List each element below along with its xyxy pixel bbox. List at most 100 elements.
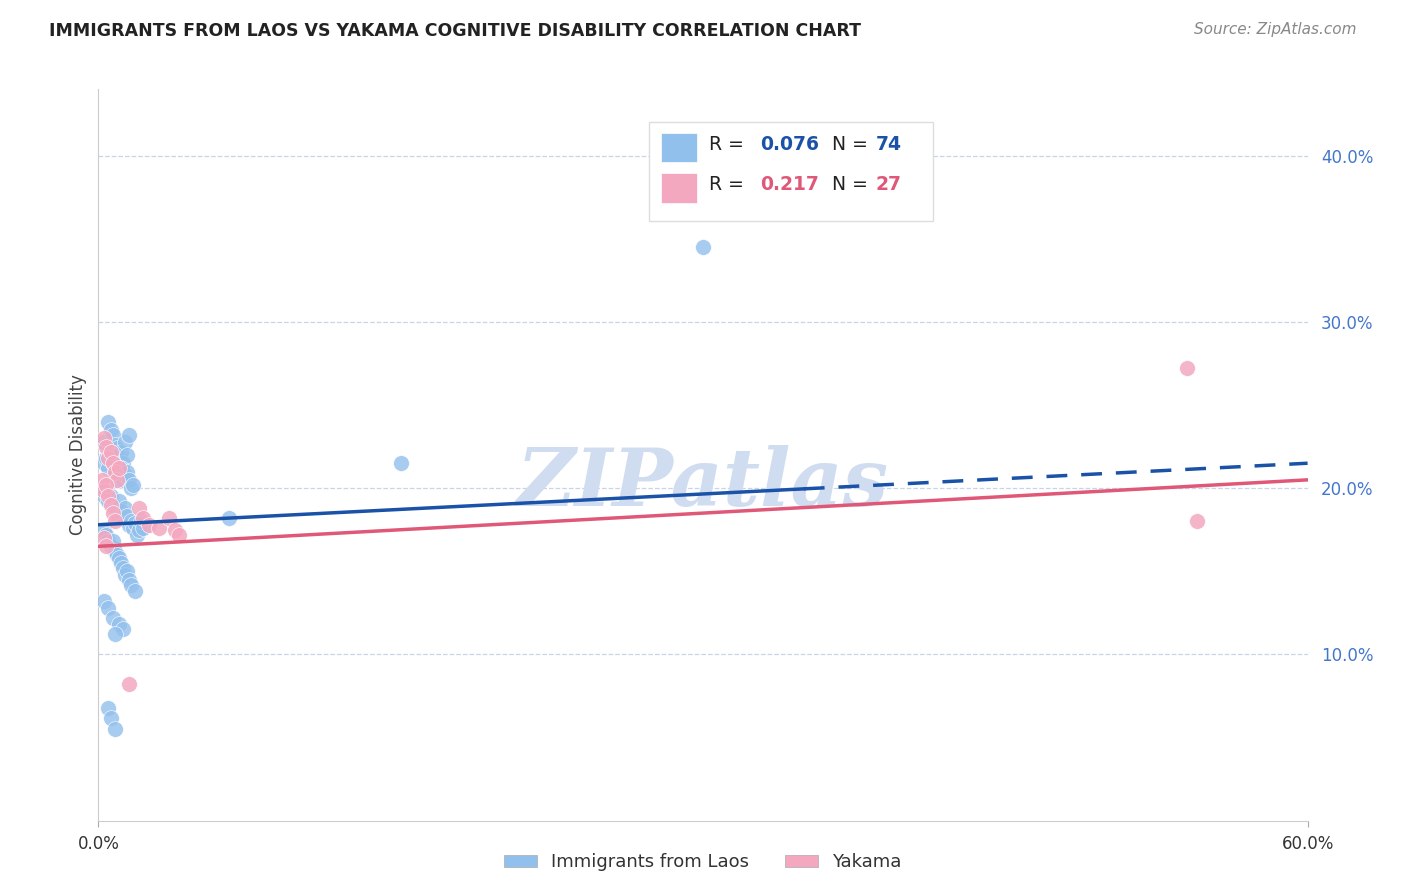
- Point: [389, 456, 412, 470]
- Point: [105, 473, 128, 487]
- Point: [101, 456, 124, 470]
- Point: [120, 481, 142, 495]
- Point: [115, 564, 138, 578]
- Point: [97, 490, 120, 504]
- Text: 0.217: 0.217: [759, 175, 818, 194]
- Text: ZIPatlas: ZIPatlas: [517, 445, 889, 523]
- Point: [103, 465, 125, 479]
- Point: [111, 623, 134, 637]
- Point: [120, 577, 142, 591]
- Point: [110, 444, 132, 458]
- Point: [128, 501, 150, 516]
- Point: [96, 527, 118, 541]
- Point: [132, 521, 155, 535]
- Point: [107, 461, 129, 475]
- Point: [105, 548, 128, 562]
- Point: [118, 677, 141, 691]
- Point: [101, 611, 124, 625]
- Point: [100, 490, 122, 504]
- Point: [93, 431, 115, 445]
- Legend: Immigrants from Laos, Yakama: Immigrants from Laos, Yakama: [498, 847, 908, 879]
- Text: 27: 27: [876, 175, 901, 194]
- Point: [93, 484, 115, 499]
- Point: [103, 627, 125, 641]
- Point: [93, 434, 115, 449]
- Point: [1185, 515, 1208, 529]
- Point: [114, 467, 136, 482]
- Point: [96, 451, 118, 466]
- Point: [692, 240, 714, 254]
- Text: 0.076: 0.076: [759, 135, 818, 153]
- Y-axis label: Cognitive Disability: Cognitive Disability: [69, 375, 87, 535]
- Point: [138, 517, 160, 532]
- Point: [110, 504, 132, 518]
- Point: [101, 428, 124, 442]
- Point: [96, 478, 118, 492]
- Bar: [661, 173, 697, 202]
- Point: [124, 516, 146, 530]
- Point: [218, 511, 240, 525]
- Point: [96, 539, 118, 553]
- Point: [110, 461, 132, 475]
- Point: [103, 544, 125, 558]
- Point: [93, 594, 115, 608]
- Point: [101, 498, 124, 512]
- Point: [101, 506, 124, 520]
- Point: [132, 511, 155, 525]
- Point: [1175, 361, 1198, 376]
- Point: [97, 415, 120, 429]
- Point: [107, 451, 129, 466]
- Point: [103, 465, 125, 479]
- Text: Source: ZipAtlas.com: Source: ZipAtlas.com: [1194, 22, 1357, 37]
- Point: [105, 442, 128, 456]
- Point: [100, 539, 122, 553]
- Point: [115, 448, 138, 462]
- Point: [157, 511, 180, 525]
- Point: [114, 434, 136, 449]
- Point: [114, 567, 136, 582]
- Point: [118, 428, 141, 442]
- Text: R =: R =: [709, 135, 749, 153]
- Point: [125, 527, 148, 541]
- Point: [101, 456, 124, 470]
- Point: [121, 478, 143, 492]
- Point: [107, 494, 129, 508]
- Point: [93, 523, 115, 537]
- Point: [110, 556, 132, 570]
- Text: R =: R =: [709, 175, 749, 194]
- Text: N =: N =: [820, 175, 875, 194]
- Point: [97, 461, 120, 475]
- Bar: [661, 133, 697, 162]
- Point: [91, 481, 114, 495]
- Point: [129, 515, 152, 529]
- Point: [128, 523, 150, 537]
- Point: [100, 498, 122, 512]
- Point: [111, 473, 134, 487]
- Point: [103, 515, 125, 529]
- Point: [103, 501, 125, 516]
- Point: [93, 531, 115, 545]
- Point: [100, 423, 122, 437]
- Point: [97, 494, 120, 508]
- Point: [111, 561, 134, 575]
- Point: [97, 451, 120, 466]
- Point: [101, 534, 124, 549]
- Point: [97, 600, 120, 615]
- Point: [163, 523, 186, 537]
- Point: [115, 509, 138, 524]
- Point: [93, 456, 115, 470]
- Point: [115, 465, 138, 479]
- Point: [118, 473, 141, 487]
- Point: [100, 710, 122, 724]
- Point: [167, 527, 190, 541]
- Point: [107, 467, 129, 482]
- Point: [97, 534, 120, 549]
- Point: [118, 573, 141, 587]
- Point: [118, 517, 141, 532]
- Bar: [648, 122, 932, 221]
- Point: [100, 444, 122, 458]
- Point: [121, 521, 143, 535]
- Point: [93, 490, 115, 504]
- Point: [91, 473, 114, 487]
- Point: [111, 511, 134, 525]
